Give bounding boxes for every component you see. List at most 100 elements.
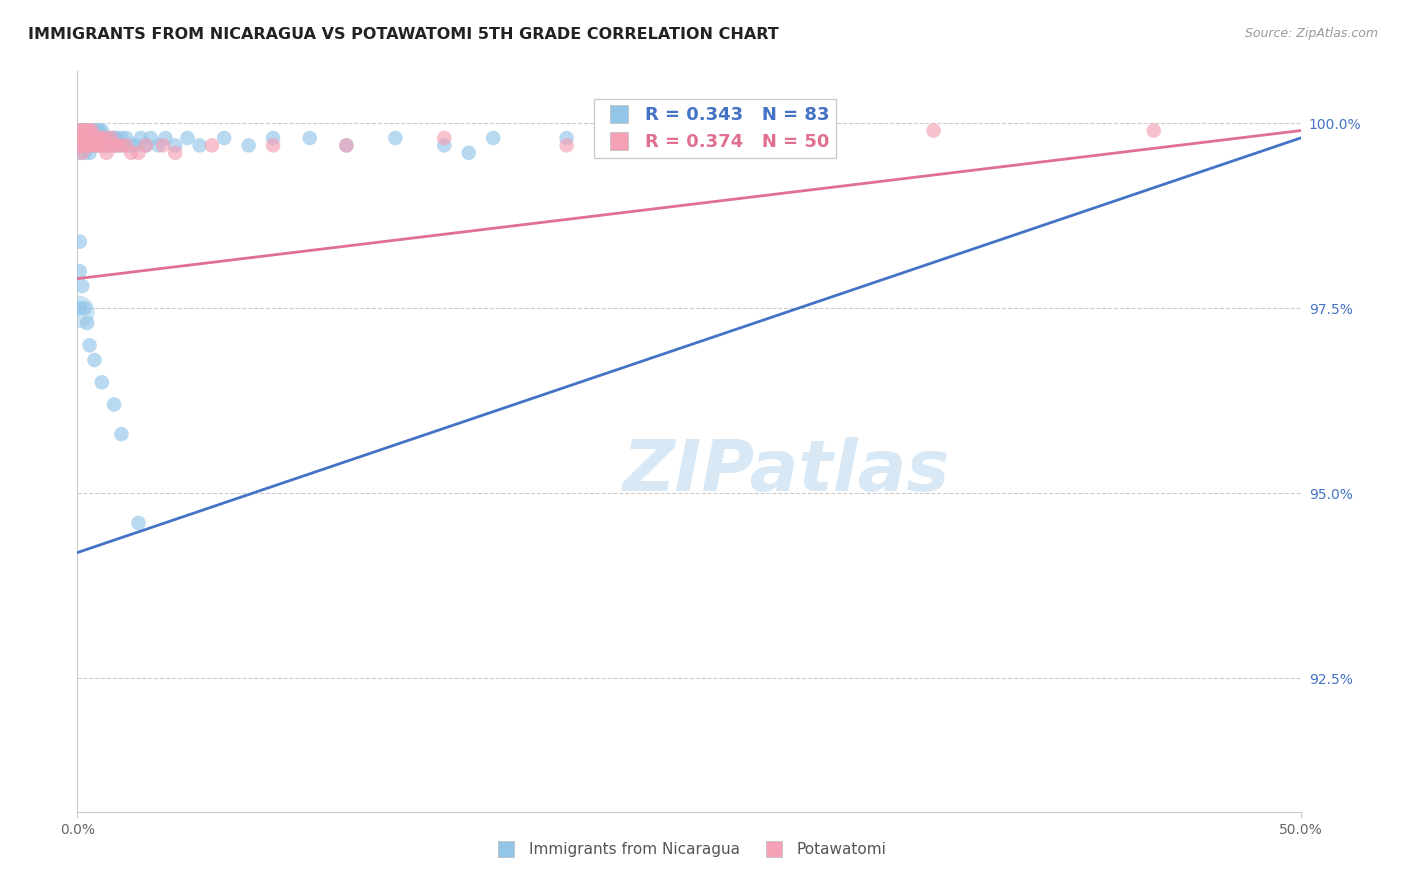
Point [103, 138, 125, 153]
Point [79, 131, 101, 145]
Point [70, 138, 93, 153]
Point [433, 131, 456, 145]
Point [80, 131, 103, 145]
Point [100, 131, 122, 145]
Point [70, 131, 93, 145]
Point [70, 123, 93, 137]
Point [90, 138, 112, 153]
Point [212, 131, 235, 145]
Point [96, 145, 118, 160]
Point [457, 145, 479, 160]
Point [105, 131, 128, 145]
Point [69, 138, 91, 153]
Point [89, 138, 111, 153]
Point [79, 145, 101, 160]
Point [188, 138, 211, 153]
Point [125, 138, 148, 153]
Point [103, 397, 125, 411]
Point [335, 138, 357, 153]
Point [152, 138, 174, 153]
Point [555, 138, 578, 153]
Point [70, 123, 93, 137]
Point [73, 138, 96, 153]
Point [90, 131, 112, 145]
Point [146, 138, 169, 153]
Text: ZIPatlas: ZIPatlas [623, 437, 950, 506]
Point [73, 131, 96, 145]
Point [86, 123, 108, 137]
Point [127, 145, 149, 160]
Point [176, 131, 198, 145]
Point [262, 131, 284, 145]
Point [69, 123, 91, 137]
Point [69, 138, 91, 153]
Point [93, 138, 115, 153]
Point [115, 138, 138, 153]
Point [93, 131, 115, 145]
Point [73, 301, 96, 316]
Point [67, 305, 90, 319]
Point [86, 138, 108, 153]
Point [90, 131, 112, 145]
Point [262, 138, 284, 153]
Point [120, 138, 142, 153]
Point [79, 338, 101, 352]
Point [69, 145, 91, 160]
Point [70, 138, 93, 153]
Point [86, 131, 108, 145]
Point [83, 138, 105, 153]
Point [79, 138, 101, 153]
Point [112, 138, 135, 153]
Point [73, 123, 96, 137]
Point [69, 131, 91, 145]
Point [384, 131, 406, 145]
Point [79, 123, 101, 137]
Point [100, 131, 122, 145]
Point [86, 131, 108, 145]
Point [103, 131, 125, 145]
Point [702, 131, 724, 145]
Point [89, 138, 111, 153]
Point [135, 138, 157, 153]
Point [80, 123, 103, 137]
Point [79, 131, 101, 145]
Point [165, 145, 187, 160]
Point [76, 131, 98, 145]
Point [96, 131, 118, 145]
Point [69, 264, 91, 278]
Point [201, 138, 224, 153]
Point [90, 376, 112, 390]
Point [129, 131, 152, 145]
Point [110, 138, 132, 153]
Point [96, 138, 118, 153]
Point [238, 138, 260, 153]
Point [70, 123, 93, 137]
Point [555, 131, 578, 145]
Point [115, 131, 138, 145]
Point [79, 138, 101, 153]
Point [127, 516, 149, 530]
Point [73, 138, 96, 153]
Point [98, 138, 121, 153]
Point [83, 123, 105, 137]
Point [76, 138, 98, 153]
Point [69, 131, 91, 145]
Text: Source: ZipAtlas.com: Source: ZipAtlas.com [1244, 27, 1378, 40]
Point [79, 123, 101, 137]
Point [80, 131, 103, 145]
Point [89, 123, 111, 137]
Point [69, 123, 91, 137]
Point [110, 427, 132, 442]
Point [83, 138, 105, 153]
Point [76, 138, 98, 153]
Legend: Immigrants from Nicaragua, Potawatomi: Immigrants from Nicaragua, Potawatomi [485, 836, 893, 863]
Point [73, 145, 96, 160]
Point [76, 316, 98, 330]
Point [89, 131, 111, 145]
Point [1143, 123, 1166, 137]
Point [103, 138, 125, 153]
Point [108, 138, 131, 153]
Point [76, 123, 98, 137]
Point [433, 138, 456, 153]
Point [165, 138, 187, 153]
